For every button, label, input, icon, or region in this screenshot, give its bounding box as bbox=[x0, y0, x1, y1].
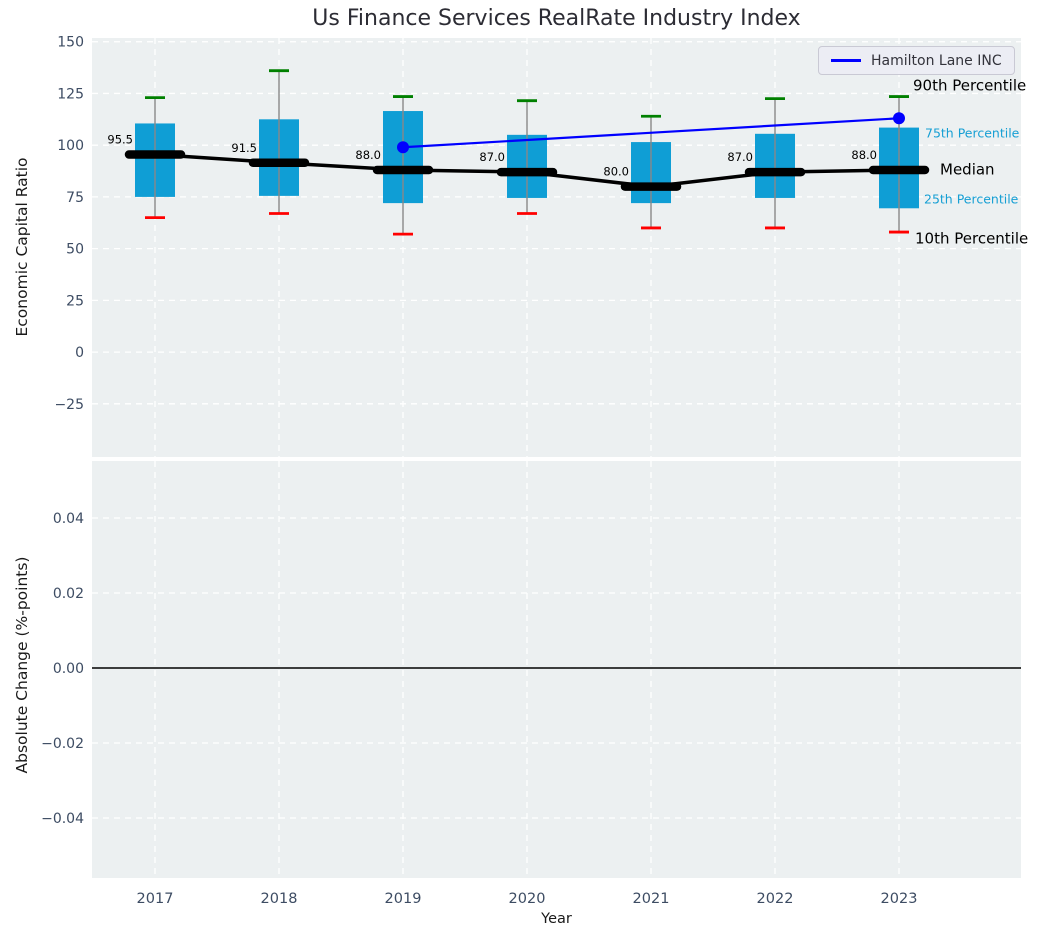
y-tick-label-bottom: 0.02 bbox=[53, 586, 84, 602]
series-point-2019 bbox=[397, 141, 409, 154]
x-tick-label: 2022 bbox=[757, 891, 794, 907]
annotation-25th-percentile: 25th Percentile bbox=[924, 191, 1019, 206]
median-value-label-2023: 88.0 bbox=[851, 148, 877, 162]
y-tick-label-top: 75 bbox=[66, 190, 84, 206]
median-value-label-2018: 91.5 bbox=[231, 141, 257, 155]
y-tick-label-top: 50 bbox=[66, 242, 84, 258]
x-tick-label: 2017 bbox=[137, 891, 174, 907]
median-value-label-2021: 80.0 bbox=[603, 165, 629, 179]
bottom-panel-background bbox=[92, 461, 1021, 878]
x-axis-label: Year bbox=[541, 911, 572, 927]
annotation-median: Median bbox=[940, 161, 995, 179]
y-tick-label-bottom: 0.04 bbox=[53, 511, 84, 527]
y-tick-label-top: 100 bbox=[57, 138, 84, 154]
x-tick-label: 2023 bbox=[881, 891, 918, 907]
y-tick-label-top: 125 bbox=[57, 86, 84, 102]
y-tick-label-bottom: −0.02 bbox=[41, 736, 84, 752]
annotation-90th-percentile: 90th Percentile bbox=[913, 77, 1026, 95]
annotation-75th-percentile: 75th Percentile bbox=[925, 126, 1020, 141]
y-tick-label-top: 25 bbox=[66, 293, 84, 309]
median-value-label-2020: 87.0 bbox=[479, 150, 505, 164]
top-panel-background bbox=[92, 38, 1021, 457]
y-tick-label-bottom: −0.04 bbox=[41, 811, 84, 827]
x-tick-label: 2021 bbox=[633, 891, 670, 907]
annotation-10th-percentile: 10th Percentile bbox=[915, 230, 1028, 248]
chart-title: Us Finance Services RealRate Industry In… bbox=[312, 6, 801, 31]
y-tick-label-top: 0 bbox=[75, 345, 84, 361]
median-value-label-2019: 88.0 bbox=[355, 148, 381, 162]
legend: Hamilton Lane INC bbox=[818, 46, 1015, 75]
legend-label: Hamilton Lane INC bbox=[871, 52, 1002, 69]
y-tick-label-top: 150 bbox=[57, 35, 84, 51]
median-value-label-2017: 95.5 bbox=[107, 132, 133, 146]
median-value-label-2022: 87.0 bbox=[727, 150, 753, 164]
series-point-2023 bbox=[893, 112, 905, 125]
x-tick-label: 2019 bbox=[385, 891, 422, 907]
legend-line-sample-icon bbox=[831, 59, 861, 62]
x-tick-label: 2020 bbox=[509, 891, 546, 907]
x-tick-label: 2018 bbox=[261, 891, 298, 907]
y-tick-label-bottom: 0.00 bbox=[53, 661, 84, 677]
series-line-hamilton-lane-inc bbox=[402, 117, 900, 149]
y-tick-label-top: −25 bbox=[54, 397, 84, 413]
